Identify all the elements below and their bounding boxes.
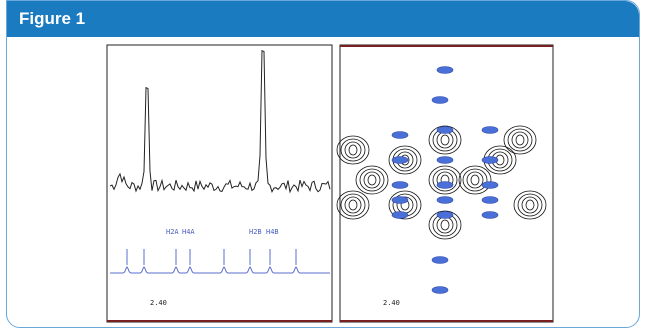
cross-peak bbox=[392, 197, 408, 204]
cross-peak bbox=[437, 67, 453, 74]
cross-peak bbox=[392, 182, 408, 189]
cross-peak bbox=[432, 257, 448, 264]
axis-label: 2.40 bbox=[383, 299, 400, 307]
cross-peak bbox=[437, 212, 453, 219]
cross-peak bbox=[432, 97, 448, 104]
axis-label: 2.40 bbox=[150, 299, 167, 307]
page: {"header": {"title": "Figure 1"}, "panel… bbox=[0, 0, 646, 334]
cross-peak bbox=[437, 182, 453, 189]
cross-peak bbox=[482, 197, 498, 204]
cross-peak bbox=[437, 127, 453, 134]
cross-peak bbox=[482, 127, 498, 134]
cross-peak bbox=[437, 157, 453, 164]
cross-peak bbox=[392, 212, 408, 219]
cross-peak bbox=[432, 287, 448, 294]
cross-peak bbox=[392, 132, 408, 139]
cross-peak bbox=[437, 197, 453, 204]
peak-label: H4B bbox=[266, 228, 279, 236]
spectrum-panel bbox=[107, 45, 332, 322]
peak-label: H4A bbox=[182, 228, 195, 236]
cross-peak bbox=[392, 157, 408, 164]
figure: H2A H4A H2B H4B 2.40 2.40 bbox=[0, 0, 646, 334]
cross-peak bbox=[482, 182, 498, 189]
peak-label: H2B bbox=[249, 228, 262, 236]
cross-peak bbox=[482, 212, 498, 219]
peak-label: H2A bbox=[166, 228, 179, 236]
cross-peak bbox=[482, 157, 498, 164]
